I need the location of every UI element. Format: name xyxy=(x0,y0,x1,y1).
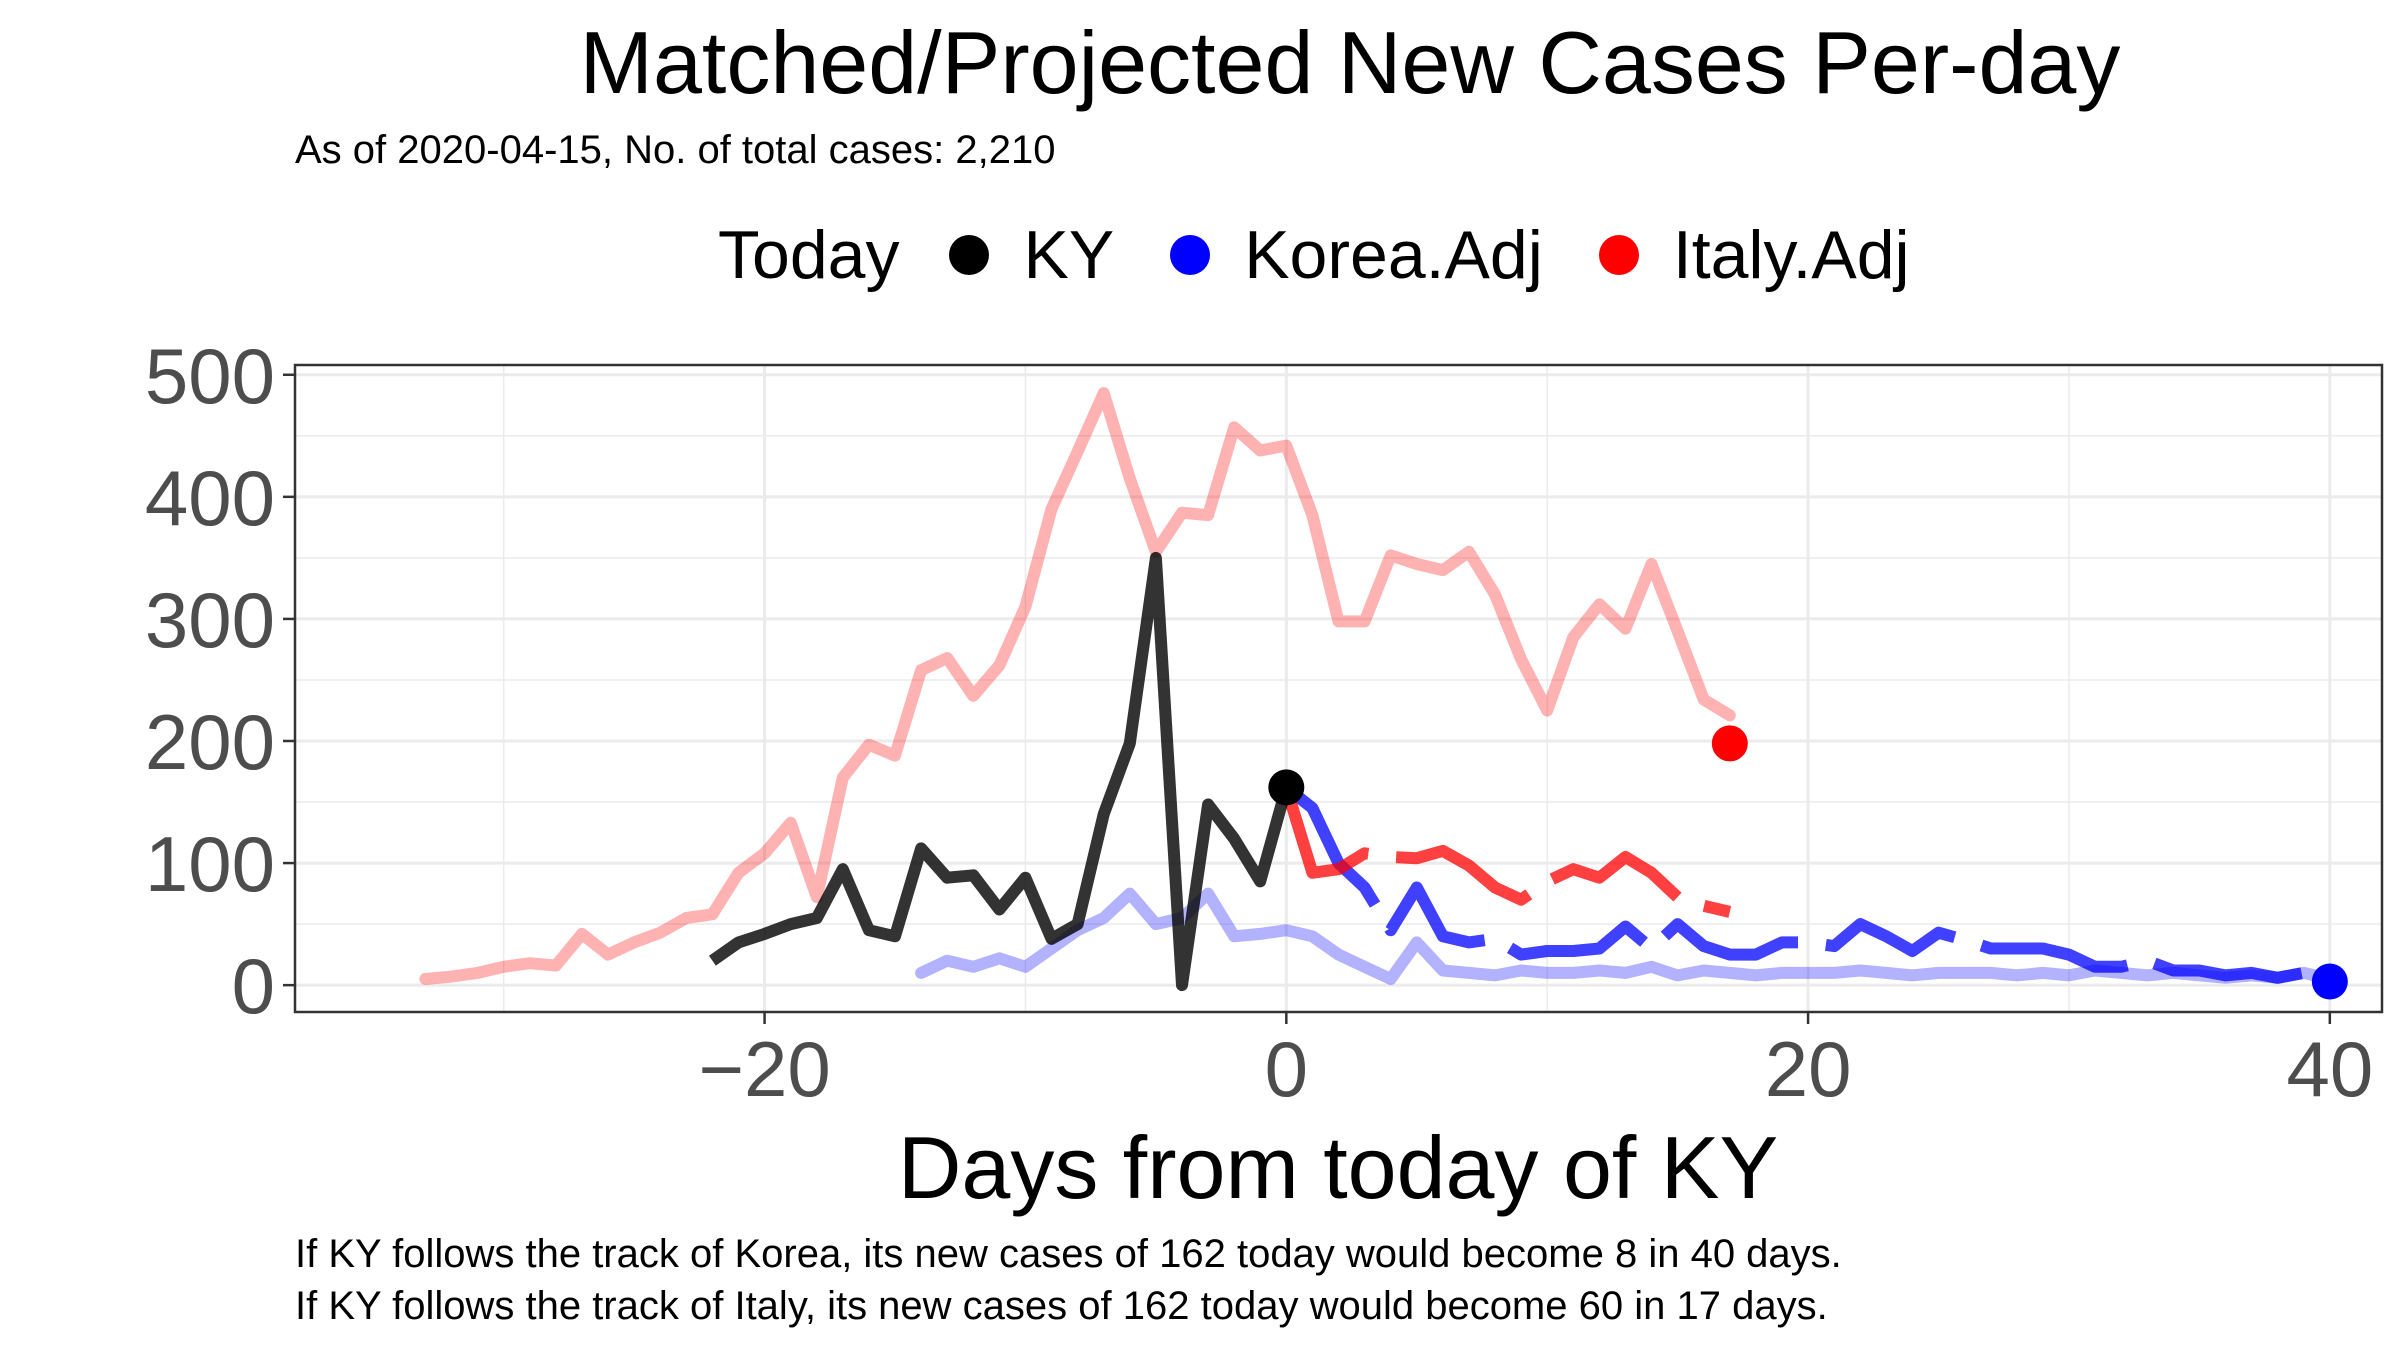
chart-caption: If KY follows the track of Korea, its ne… xyxy=(295,1228,1842,1332)
legend-label-ky: KY xyxy=(1023,217,1115,293)
legend-entry-ky: KY xyxy=(949,216,1114,294)
today-points xyxy=(1268,725,2348,1000)
y-tick-label: 300 xyxy=(145,576,275,664)
italy-history-line xyxy=(419,387,1736,985)
italy-projection-line xyxy=(1280,785,1732,918)
plot-panel-border xyxy=(293,363,2384,1014)
legend-entry-italy: Italy.Adj xyxy=(1598,216,1910,294)
ky-line xyxy=(708,551,1293,992)
ky-today-point xyxy=(1268,769,1305,806)
legend-title: Today xyxy=(718,217,900,293)
caption-italy: If KY follows the track of Italy, its ne… xyxy=(295,1284,1828,1328)
y-tick-label: 200 xyxy=(145,698,275,786)
x-tick-label: 0 xyxy=(1265,1025,1308,1113)
caption-korea: If KY follows the track of Korea, its ne… xyxy=(295,1232,1842,1276)
y-tick-label: 100 xyxy=(145,820,275,908)
legend-label-italy: Italy.Adj xyxy=(1672,217,1910,293)
italy-end-point xyxy=(1711,725,1748,762)
x-axis-label: Days from today of KY xyxy=(898,1118,1778,1217)
korea-projection-line xyxy=(1282,782,2331,984)
legend-label-korea: Korea.Adj xyxy=(1244,217,1543,293)
legend-dot-ky xyxy=(949,235,990,275)
chart-subtitle: As of 2020-04-15, No. of total cases: 2,… xyxy=(295,128,1056,172)
x-tick-label: 20 xyxy=(1765,1025,1852,1113)
legend-dot-italy xyxy=(1598,235,1639,275)
korea-end-point xyxy=(2311,963,2348,1000)
series-lines xyxy=(419,387,2336,992)
y-tick-label: 500 xyxy=(145,332,275,420)
chart-legend: Today KY Korea.Adj Italy.Adj xyxy=(718,210,1966,300)
legend-entry-korea: Korea.Adj xyxy=(1170,216,1543,294)
legend-dot-korea xyxy=(1170,235,1211,275)
grid-lines xyxy=(295,365,2382,1012)
chart-title: Matched/Projected New Cases Per-day xyxy=(579,13,2121,112)
y-tick-label: 0 xyxy=(232,942,275,1030)
y-tick-label: 400 xyxy=(145,454,275,542)
x-tick-label: 40 xyxy=(2286,1025,2373,1113)
x-tick-label: −20 xyxy=(698,1025,830,1113)
